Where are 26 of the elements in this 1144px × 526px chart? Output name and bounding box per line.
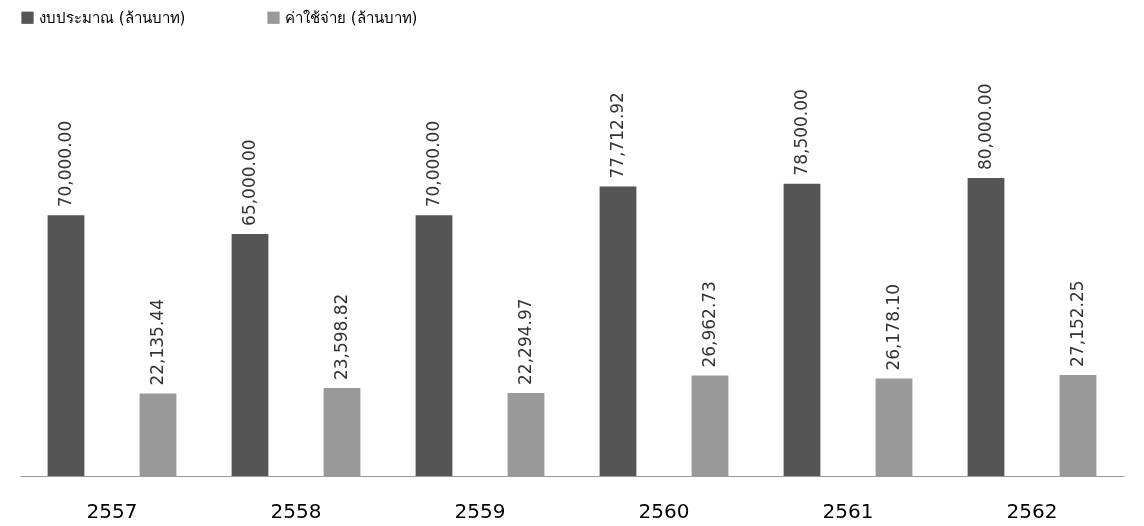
data-label: 80,000.00 <box>975 83 995 171</box>
x-tick-label: 2560 <box>638 498 690 523</box>
bar <box>47 215 85 476</box>
x-tick-label: 2561 <box>822 498 874 523</box>
bar <box>231 233 269 476</box>
legend-label: ค่าใช้จ่าย (ล้านบาท) <box>285 8 418 27</box>
bar <box>599 186 637 476</box>
data-label: 70,000.00 <box>423 120 443 208</box>
bar <box>783 183 821 476</box>
data-label: 26,178.10 <box>883 283 903 371</box>
data-label: 23,598.82 <box>331 293 351 381</box>
x-tick-label: 2559 <box>454 498 506 523</box>
data-label: 77,712.92 <box>607 92 627 179</box>
data-label: 65,000.00 <box>239 139 259 226</box>
data-label: 26,962.73 <box>699 281 719 368</box>
data-label: 27,152.25 <box>1067 280 1087 367</box>
bar <box>967 178 1005 476</box>
x-tick-label: 2558 <box>270 498 322 523</box>
data-label: 78,500.00 <box>791 89 811 176</box>
data-label: 22,294.97 <box>515 298 535 385</box>
bar <box>415 215 453 476</box>
x-tick-label: 2562 <box>1006 498 1058 523</box>
legend-label: งบประมาณ (ล้านบาท) <box>39 8 186 27</box>
x-tick-label: 2557 <box>86 498 138 523</box>
data-label: 70,000.00 <box>55 120 75 208</box>
data-label: 22,135.44 <box>147 299 167 386</box>
